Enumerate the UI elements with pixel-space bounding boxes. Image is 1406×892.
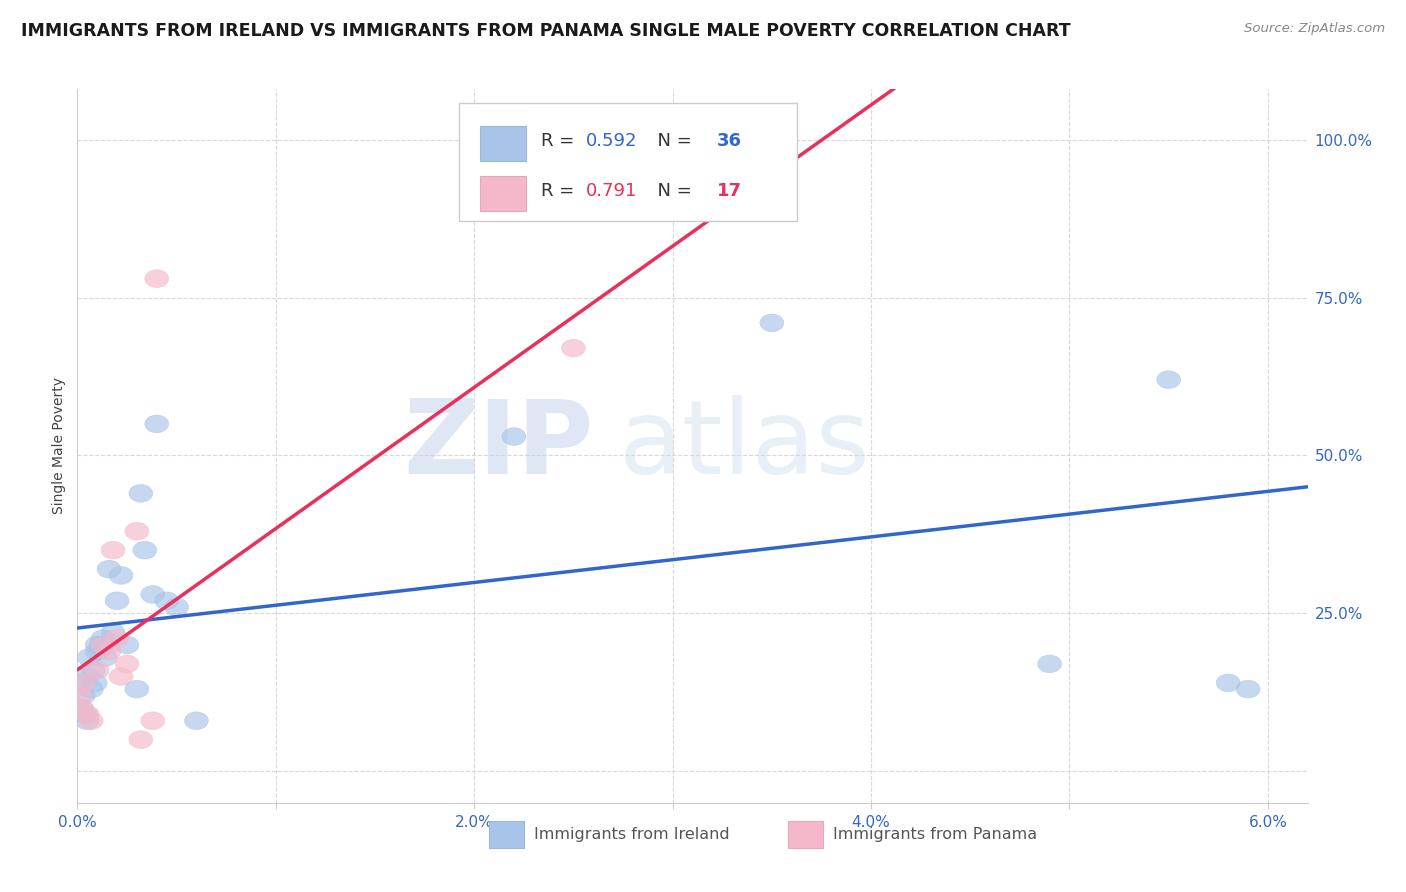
- Ellipse shape: [1157, 371, 1181, 389]
- Ellipse shape: [72, 674, 96, 691]
- Ellipse shape: [1216, 674, 1240, 691]
- Ellipse shape: [86, 661, 110, 679]
- Ellipse shape: [129, 731, 153, 748]
- Ellipse shape: [101, 624, 125, 641]
- Ellipse shape: [91, 630, 115, 648]
- Ellipse shape: [105, 592, 129, 609]
- FancyBboxPatch shape: [479, 177, 526, 211]
- Ellipse shape: [77, 648, 101, 666]
- Ellipse shape: [97, 642, 121, 660]
- Ellipse shape: [125, 681, 149, 698]
- Text: 17: 17: [717, 182, 742, 200]
- Ellipse shape: [67, 674, 91, 691]
- Ellipse shape: [76, 712, 100, 730]
- Text: Source: ZipAtlas.com: Source: ZipAtlas.com: [1244, 22, 1385, 36]
- Ellipse shape: [83, 674, 107, 691]
- Ellipse shape: [184, 712, 208, 730]
- Ellipse shape: [76, 667, 100, 685]
- Ellipse shape: [79, 712, 103, 730]
- Ellipse shape: [97, 560, 121, 578]
- Ellipse shape: [69, 699, 93, 717]
- Text: Immigrants from Panama: Immigrants from Panama: [832, 828, 1036, 842]
- Text: N =: N =: [645, 132, 697, 150]
- Text: IMMIGRANTS FROM IRELAND VS IMMIGRANTS FROM PANAMA SINGLE MALE POVERTY CORRELATIO: IMMIGRANTS FROM IRELAND VS IMMIGRANTS FR…: [21, 22, 1071, 40]
- FancyBboxPatch shape: [789, 822, 823, 848]
- Ellipse shape: [91, 636, 115, 654]
- Ellipse shape: [69, 699, 93, 717]
- Ellipse shape: [72, 687, 96, 705]
- Text: R =: R =: [541, 132, 581, 150]
- Ellipse shape: [82, 661, 105, 679]
- Ellipse shape: [134, 541, 156, 559]
- Ellipse shape: [165, 599, 188, 615]
- Ellipse shape: [129, 484, 153, 502]
- Text: 0.592: 0.592: [585, 132, 637, 150]
- Ellipse shape: [581, 125, 605, 142]
- Ellipse shape: [141, 712, 165, 730]
- Ellipse shape: [89, 636, 112, 654]
- Ellipse shape: [125, 523, 149, 540]
- Text: R =: R =: [541, 182, 581, 200]
- Ellipse shape: [115, 655, 139, 673]
- Text: ZIP: ZIP: [404, 395, 595, 497]
- Text: 0.791: 0.791: [585, 182, 637, 200]
- Ellipse shape: [141, 585, 165, 603]
- Ellipse shape: [105, 630, 129, 648]
- Ellipse shape: [110, 566, 134, 584]
- Ellipse shape: [1236, 681, 1260, 698]
- Ellipse shape: [145, 415, 169, 433]
- FancyBboxPatch shape: [479, 127, 526, 161]
- Ellipse shape: [145, 269, 169, 287]
- Ellipse shape: [155, 592, 179, 609]
- FancyBboxPatch shape: [458, 103, 797, 221]
- Ellipse shape: [561, 339, 585, 357]
- Ellipse shape: [76, 706, 100, 723]
- Ellipse shape: [759, 314, 783, 332]
- FancyBboxPatch shape: [489, 822, 524, 848]
- Text: 36: 36: [717, 132, 742, 150]
- Ellipse shape: [101, 541, 125, 559]
- Ellipse shape: [110, 667, 134, 685]
- Ellipse shape: [73, 706, 97, 723]
- Y-axis label: Single Male Poverty: Single Male Poverty: [52, 377, 66, 515]
- Text: N =: N =: [645, 182, 697, 200]
- Ellipse shape: [502, 427, 526, 445]
- Ellipse shape: [93, 648, 117, 666]
- Ellipse shape: [67, 687, 91, 705]
- Ellipse shape: [79, 681, 103, 698]
- Ellipse shape: [86, 636, 110, 654]
- Ellipse shape: [86, 642, 110, 660]
- Ellipse shape: [115, 636, 139, 654]
- Ellipse shape: [1038, 655, 1062, 673]
- Text: Immigrants from Ireland: Immigrants from Ireland: [534, 828, 730, 842]
- Text: atlas: atlas: [619, 395, 870, 497]
- Ellipse shape: [96, 636, 120, 654]
